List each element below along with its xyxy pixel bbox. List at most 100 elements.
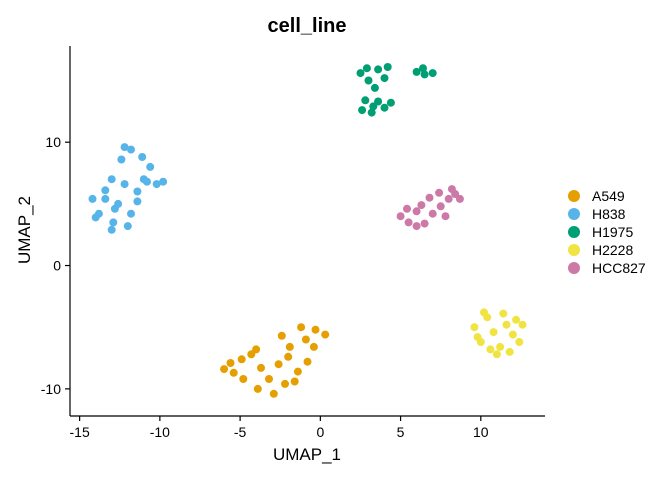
x-axis-label: UMAP_1 — [273, 445, 341, 464]
point-h838-5 — [120, 180, 129, 189]
point-h838-19 — [133, 197, 142, 206]
legend-label-h838: H838 — [592, 206, 626, 222]
legend: A549 H838 H1975 H2228 HCC827 — [568, 188, 646, 276]
point-hcc827-15 — [447, 185, 456, 194]
point-h1975-12 — [412, 67, 421, 76]
point-hcc827-5 — [436, 202, 445, 211]
legend-swatch-h2228 — [568, 244, 580, 256]
point-h838-9 — [117, 155, 126, 164]
point-a549-17 — [297, 323, 306, 332]
point-h838-12 — [146, 162, 155, 171]
point-h2228-12 — [473, 333, 482, 342]
point-h2228-0 — [470, 323, 479, 332]
point-h2228-10 — [505, 347, 514, 356]
point-a549-9 — [303, 357, 312, 366]
point-h838-18 — [110, 204, 119, 213]
legend-swatch-hcc827 — [568, 262, 580, 274]
point-h1975-14 — [428, 69, 437, 78]
point-h1975-5 — [361, 96, 370, 105]
point-h838-16 — [91, 213, 100, 222]
point-a549-10 — [239, 375, 248, 383]
point-h1975-13 — [420, 70, 429, 79]
point-a549-1 — [229, 368, 238, 377]
point-hcc827-6 — [444, 194, 453, 203]
point-hcc827-8 — [455, 194, 464, 203]
point-h838-11 — [138, 153, 147, 161]
x-tick-label: 0 — [316, 424, 324, 440]
y-tick-label: -10 — [41, 381, 61, 397]
point-a549-4 — [257, 363, 265, 372]
point-h2228-7 — [515, 338, 524, 346]
point-h838-0 — [88, 194, 97, 203]
axes-layer: -15 -10 -5 0 5 10 -10 0 10 — [41, 46, 545, 440]
point-h838-21 — [120, 143, 129, 152]
point-h838-17 — [107, 175, 116, 184]
point-a549-23 — [226, 359, 235, 367]
y-tick-label: 10 — [45, 134, 61, 150]
point-h1975-3 — [383, 63, 392, 71]
legend-swatch-h838 — [568, 208, 580, 220]
point-h1975-7 — [369, 102, 378, 111]
x-tick-label: -5 — [234, 424, 247, 440]
point-h838-22 — [101, 194, 110, 203]
point-a549-15 — [285, 342, 294, 351]
legend-label-h2228: H2228 — [592, 242, 633, 258]
point-h1975-16 — [362, 64, 371, 73]
point-h1975-4 — [370, 83, 379, 92]
point-h2228-4 — [496, 342, 505, 351]
point-a549-0 — [220, 365, 229, 374]
point-a549-13 — [281, 379, 289, 388]
point-a549-3 — [247, 350, 256, 359]
point-h2228-5 — [502, 320, 511, 329]
point-a549-11 — [253, 384, 262, 393]
point-hcc827-0 — [396, 212, 405, 221]
point-h2228-11 — [518, 320, 527, 329]
point-h838-3 — [109, 218, 118, 227]
point-h1975-17 — [380, 74, 389, 83]
point-h838-13 — [152, 180, 161, 189]
point-h838-10 — [127, 145, 135, 154]
legend-swatch-h1975 — [568, 226, 580, 238]
point-h2228-8 — [480, 308, 488, 317]
point-a549-18 — [311, 325, 320, 334]
point-a549-14 — [290, 377, 299, 386]
point-a549-7 — [284, 352, 293, 361]
point-hcc827-1 — [404, 218, 413, 227]
point-h1975-8 — [380, 103, 389, 112]
point-h838-15 — [107, 225, 116, 234]
point-a549-16 — [277, 331, 286, 340]
point-h2228-9 — [492, 350, 501, 359]
point-hcc827-13 — [441, 212, 450, 221]
point-a549-6 — [274, 360, 283, 369]
point-a549-22 — [252, 345, 261, 354]
legend-label-h1975: H1975 — [592, 224, 633, 240]
point-h838-14 — [159, 177, 168, 186]
point-h1975-1 — [364, 76, 373, 85]
point-hcc827-11 — [435, 188, 444, 197]
point-hcc827-9 — [417, 201, 426, 210]
legend-label-hcc827: HCC827 — [592, 260, 646, 276]
point-h2228-6 — [508, 330, 517, 339]
point-h838-7 — [133, 187, 142, 196]
point-a549-12 — [269, 389, 278, 398]
points-layer — [88, 63, 527, 398]
legend-label-a549: A549 — [592, 188, 625, 204]
point-a549-21 — [301, 335, 310, 344]
x-tick-label: -15 — [70, 424, 90, 440]
x-tick-label: -10 — [150, 424, 170, 440]
x-tick-label: 10 — [473, 424, 489, 440]
legend-swatch-a549 — [568, 190, 580, 202]
point-h1975-11 — [367, 108, 376, 117]
point-a549-8 — [293, 367, 302, 376]
point-h838-23 — [123, 222, 132, 231]
point-h1975-9 — [386, 98, 395, 107]
x-tick-label: 5 — [397, 424, 405, 440]
point-h2228-13 — [486, 345, 495, 354]
point-hcc827-4 — [428, 209, 437, 218]
y-axis-label: UMAP_2 — [15, 196, 34, 264]
point-hcc827-10 — [425, 193, 434, 202]
point-hcc827-14 — [412, 222, 421, 231]
point-h838-2 — [101, 186, 110, 195]
point-h1975-2 — [374, 65, 383, 74]
